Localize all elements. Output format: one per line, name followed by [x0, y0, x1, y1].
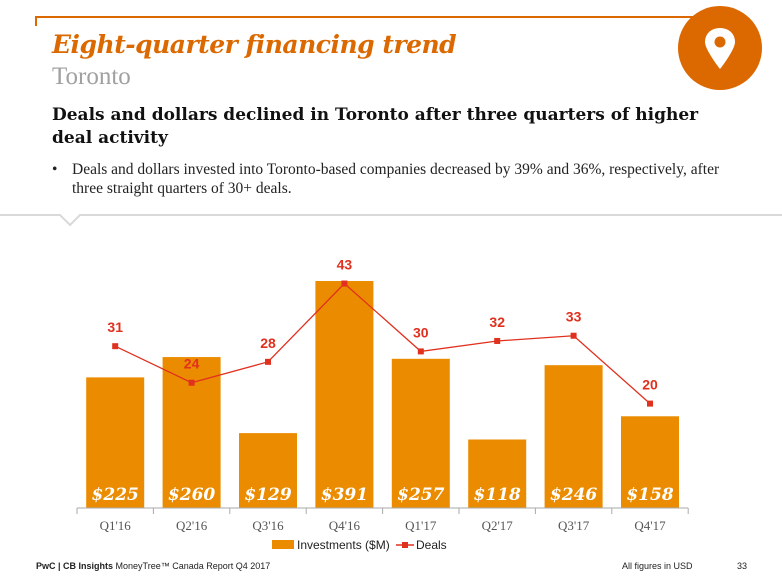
map-pin-icon	[705, 28, 735, 69]
bar-value-label: $260	[168, 485, 215, 505]
headline: Deals and dollars declined in Toronto af…	[52, 105, 699, 148]
deals-point	[570, 332, 577, 339]
deals-point	[341, 280, 348, 287]
footer-source: PwC | CB Insights MoneyTree™ Canada Repo…	[36, 561, 270, 571]
deals-value-label: 43	[337, 257, 353, 273]
deals-point	[647, 400, 653, 407]
deals-point	[417, 348, 424, 355]
legend-label-investments: Investments ($M)	[297, 538, 390, 552]
deals-point	[112, 343, 119, 350]
bar	[391, 358, 450, 508]
bar-value-label: $257	[397, 485, 444, 505]
bullet-dot: •	[52, 161, 58, 178]
x-tick-label: Q2'17	[482, 518, 514, 533]
x-tick-label: Q1'16	[100, 518, 132, 533]
bar	[468, 439, 527, 508]
page-number: 33	[737, 561, 748, 571]
deals-line	[114, 282, 651, 405]
bar	[315, 281, 374, 508]
bullet-text: Deals and dollars invested into Toronto-…	[72, 161, 720, 197]
location-badge	[678, 6, 762, 90]
bar-value-label: $225	[92, 485, 139, 505]
bar-value-label: $246	[550, 485, 597, 505]
x-tick-label: Q3'16	[252, 518, 284, 533]
legend-swatch-investments	[272, 540, 294, 549]
bar	[86, 377, 145, 508]
footer-source-rest: MoneyTree™ Canada Report Q4 2017	[113, 561, 271, 571]
x-tick-label: Q4'17	[634, 518, 666, 533]
footer-note: All figures in USD	[622, 561, 693, 571]
legend-label-deals: Deals	[416, 538, 447, 552]
deals-point	[188, 379, 195, 386]
x-tick-label: Q4'16	[329, 518, 361, 533]
x-tick-label: Q1'17	[405, 518, 437, 533]
section-divider	[0, 214, 782, 227]
bar-value-label: $118	[474, 485, 521, 505]
x-tick-label: Q3'17	[558, 518, 590, 533]
deals-point	[494, 337, 501, 344]
bar-value-label: $129	[244, 485, 291, 505]
deals-value-label: 20	[642, 377, 658, 393]
footer-source-bold: PwC | CB Insights	[36, 561, 114, 571]
bar-value-label: $158	[626, 485, 673, 505]
bar	[544, 365, 603, 508]
deals-value-label: 33	[566, 309, 582, 325]
bar	[239, 433, 297, 508]
deals-value-label: 28	[260, 335, 276, 351]
bar	[621, 416, 679, 508]
header-rule-tick	[35, 16, 37, 26]
deals-value-label: 31	[107, 319, 123, 335]
bar-value-label: $391	[321, 485, 368, 505]
deals-value-label: 32	[489, 314, 505, 330]
header-rule	[35, 16, 695, 19]
x-tick-label: Q2'16	[176, 518, 208, 533]
bar	[162, 357, 221, 508]
deals-value-label: 30	[413, 324, 429, 340]
page-subtitle: Toronto	[52, 63, 131, 90]
legend-swatch-deals-marker	[402, 542, 408, 548]
bullet-item: • Deals and dollars invested into Toront…	[52, 160, 752, 198]
page-title: Eight-quarter financing trend	[52, 30, 457, 59]
deals-point	[265, 358, 271, 365]
deals-value-label: 24	[184, 356, 200, 372]
